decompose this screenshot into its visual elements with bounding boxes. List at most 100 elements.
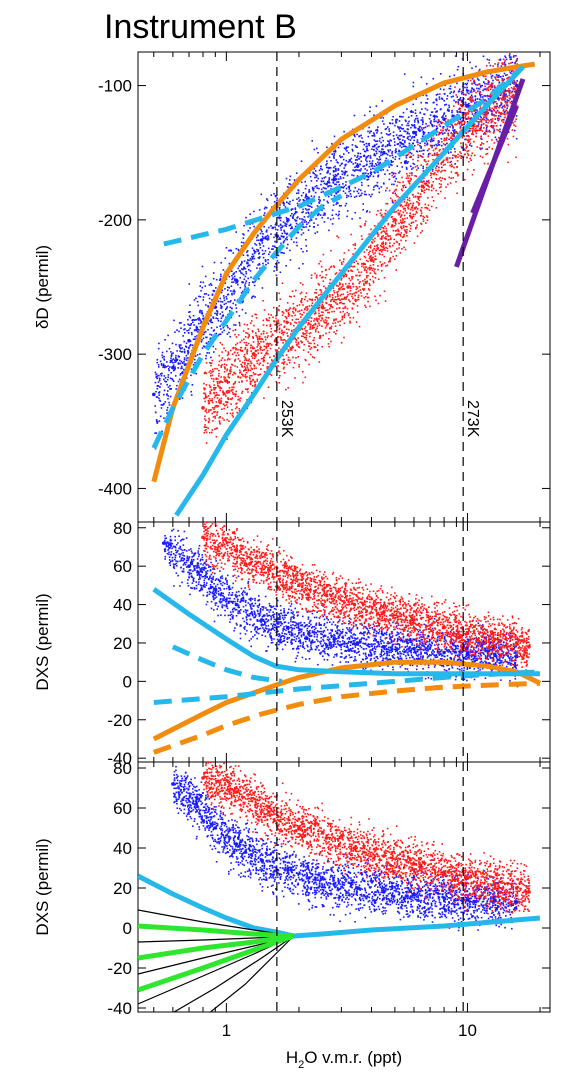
obs-point (438, 96, 441, 98)
obs-point (158, 399, 161, 402)
obs-point (373, 171, 375, 173)
obs-point (502, 110, 505, 112)
obs-point (503, 61, 506, 64)
obs-point (325, 302, 328, 304)
obs-point (278, 370, 281, 373)
obs-point (473, 80, 475, 83)
obs-point (493, 108, 495, 111)
obs-point (401, 189, 404, 192)
obs-point (343, 298, 346, 300)
obs-point (263, 214, 265, 216)
obs-point (356, 274, 358, 277)
obs-point (469, 157, 471, 160)
obs-point (195, 327, 198, 330)
obs-point (246, 254, 249, 256)
obs-point (481, 84, 483, 87)
obs-point (237, 267, 239, 270)
obs-point (275, 315, 277, 317)
obs-point (309, 326, 312, 329)
obs-point (278, 206, 281, 209)
obs-point (307, 211, 309, 214)
obs-point (238, 321, 241, 324)
obs-point (205, 419, 207, 422)
obs-point (421, 119, 424, 121)
obs-point (266, 234, 269, 237)
obs-point (467, 89, 470, 92)
obs-point (430, 186, 433, 188)
obs-point (403, 246, 405, 249)
obs-point (466, 54, 468, 56)
obs-point (253, 284, 256, 287)
obs-point (158, 379, 161, 382)
obs-point (328, 229, 330, 232)
obs-point (428, 124, 430, 127)
obs-point (309, 220, 311, 222)
obs-point (492, 126, 494, 129)
obs-point (329, 327, 332, 329)
obs-point (231, 293, 233, 296)
obs-point (381, 148, 383, 150)
obs-point (402, 185, 404, 187)
obs-point (230, 398, 233, 401)
obs-point (380, 132, 383, 134)
obs-point (498, 118, 501, 120)
obs-point (320, 183, 322, 186)
obs-point (228, 376, 231, 379)
obs-point (221, 381, 224, 383)
obs-point (156, 422, 158, 424)
obs-point (492, 41, 494, 43)
obs-point (293, 329, 295, 331)
obs-point (234, 365, 236, 367)
obs-point (421, 140, 423, 143)
obs-point (337, 172, 339, 175)
obs-point (208, 284, 211, 286)
obs-point (255, 244, 258, 246)
obs-point (220, 387, 223, 390)
obs-point (369, 155, 372, 157)
obs-point (286, 236, 288, 239)
obs-point (449, 126, 451, 128)
obs-point (398, 212, 401, 214)
obs-point (321, 345, 323, 348)
obs-point (203, 333, 205, 336)
obs-point (406, 199, 409, 201)
obs-point (385, 133, 388, 135)
obs-point (498, 59, 500, 61)
obs-point (299, 199, 301, 201)
obs-point (498, 99, 500, 101)
obs-point (251, 346, 254, 348)
obs-point (180, 365, 183, 368)
obs-point (191, 384, 194, 386)
obs-point (384, 243, 387, 245)
obs-point (399, 134, 402, 137)
obs-point (210, 372, 212, 375)
obs-point (328, 182, 331, 184)
obs-point (454, 86, 456, 88)
obs-point (457, 101, 459, 104)
obs-point (421, 135, 424, 138)
obs-point (348, 185, 351, 187)
obs-point (356, 299, 358, 301)
obs-point (480, 126, 482, 128)
obs-point (333, 135, 336, 138)
obs-point (278, 292, 280, 295)
obs-point (369, 175, 371, 177)
obs-point (387, 222, 390, 225)
obs-point (371, 257, 373, 259)
obs-point (366, 163, 368, 166)
obs-point (232, 329, 234, 332)
obs-point (191, 333, 193, 336)
obs-point (188, 329, 190, 331)
obs-point (250, 401, 253, 404)
obs-point (313, 326, 316, 329)
obs-point (392, 229, 395, 232)
obs-point (307, 221, 310, 224)
obs-point (241, 268, 243, 270)
obs-point (229, 306, 232, 309)
obs-point (218, 369, 220, 372)
obs-point (311, 298, 314, 301)
obs-point (280, 251, 282, 254)
obs-point (290, 349, 293, 351)
obs-point (483, 81, 485, 84)
obs-point (267, 353, 269, 355)
